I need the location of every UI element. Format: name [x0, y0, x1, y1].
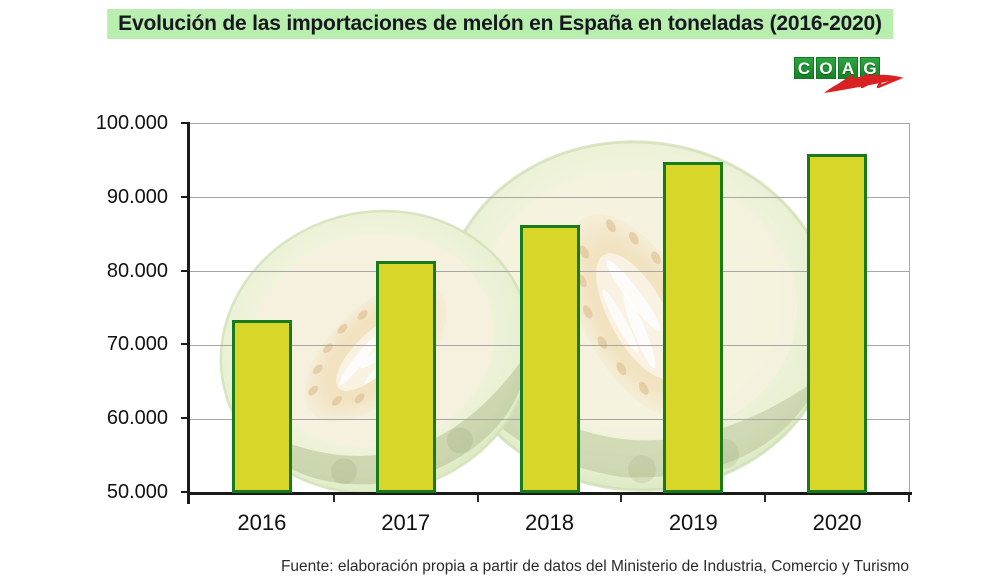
logo-swoosh-icon	[824, 73, 904, 93]
gridline-90.000	[190, 197, 909, 199]
bar-2020	[807, 153, 868, 493]
x-axis-label-2017: 2017	[381, 510, 431, 535]
x-tick-5	[908, 495, 910, 502]
source-note: Fuente: elaboración propia a partir de d…	[280, 558, 910, 575]
y-tick-label-50.000: 50.000	[106, 481, 168, 503]
x-axis-label-2016: 2016	[237, 510, 287, 535]
bar-2017	[375, 260, 436, 493]
x-axis-label-2019: 2019	[668, 510, 718, 535]
x-axis-line	[187, 492, 912, 495]
y-tick-90.000	[181, 195, 190, 198]
y-tick-70.000	[181, 343, 190, 346]
x-tick-4	[764, 495, 767, 502]
y-axis-line	[187, 123, 190, 504]
y-tick-60.000	[181, 417, 190, 420]
page-title: Evolución de las importaciones de melón …	[107, 9, 893, 39]
y-tick-50.000	[181, 491, 190, 493]
y-tick-80.000	[181, 269, 190, 272]
y-tick-label-100.000: 100.000	[95, 112, 168, 134]
y-tick-label-80.000: 80.000	[106, 259, 168, 282]
coag-logo-tiles: C O A G	[794, 57, 912, 79]
bar-2019	[663, 161, 724, 493]
bar-2016	[231, 319, 292, 493]
y-tick-label-70.000: 70.000	[106, 333, 168, 356]
x-tick-2	[476, 495, 479, 502]
x-axis-label-2020: 2020	[812, 510, 862, 535]
y-tick-100.000	[181, 122, 190, 124]
logo-letter-o: O	[816, 57, 836, 79]
logo-letter-a: A	[838, 57, 858, 79]
bar-2018	[519, 225, 580, 493]
x-axis-label-2018: 2018	[525, 510, 574, 535]
x-tick-1	[332, 495, 335, 502]
x-tick-3	[620, 495, 623, 502]
coag-logo: C O A G	[794, 57, 912, 97]
plot-area	[190, 123, 910, 493]
logo-letter-c: C	[794, 57, 814, 79]
y-tick-label-60.000: 60.000	[106, 407, 168, 430]
y-tick-label-90.000: 90.000	[106, 185, 168, 208]
